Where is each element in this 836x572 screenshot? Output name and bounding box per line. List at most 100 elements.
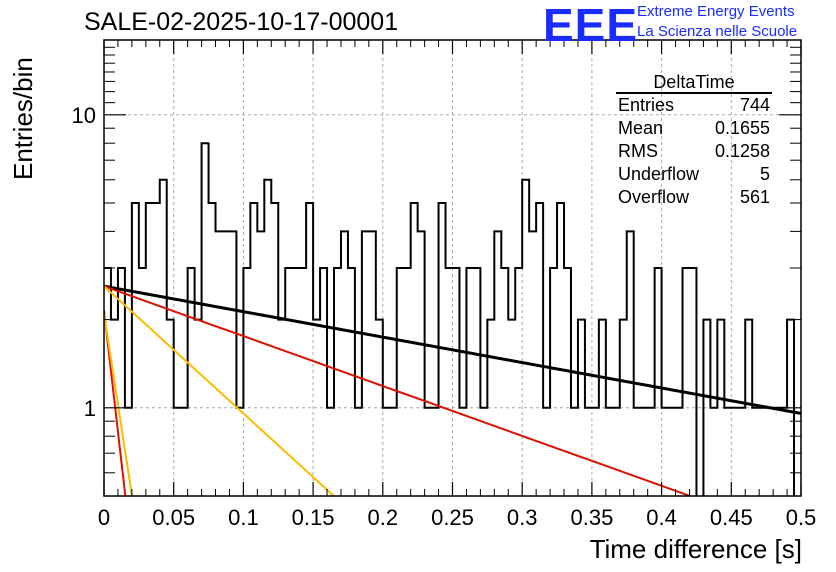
x-tick-label: 0.4 [646, 505, 677, 530]
histogram-outline [104, 142, 796, 496]
histogram-bin [571, 408, 578, 496]
histogram-bin [174, 408, 181, 496]
histogram-bin [710, 408, 717, 496]
histogram-bin [669, 408, 676, 496]
x-tick-label: 0.05 [152, 505, 195, 530]
axis-ticks [103, 40, 802, 497]
histogram-bin [592, 408, 599, 496]
histogram-bin [662, 408, 669, 496]
histogram-bin [104, 268, 111, 496]
histogram-bin [236, 408, 243, 496]
x-axis-label: Time difference [s] [589, 534, 802, 564]
histogram-bin [397, 268, 404, 496]
histogram-bin [257, 231, 264, 496]
y-tick-label: 1 [84, 396, 96, 421]
histogram-bin [613, 408, 620, 496]
fit-curves [104, 284, 801, 496]
fit-black [104, 284, 801, 415]
histogram-bin [676, 408, 683, 496]
fit-red [104, 285, 694, 496]
histogram-bin [724, 408, 731, 496]
histogram-bin [411, 203, 418, 496]
histogram-bin [446, 268, 453, 496]
histogram-bin [383, 408, 390, 496]
fit-orange [104, 285, 336, 496]
x-tick-label: 0.35 [570, 505, 613, 530]
stats-row-mean: Mean 0.1655 [618, 118, 770, 138]
histogram-bin [285, 268, 292, 496]
histogram-bin [501, 268, 508, 496]
histogram-bin [564, 268, 571, 496]
x-tick-label: 0.25 [431, 505, 474, 530]
histogram-bin [202, 143, 209, 496]
histogram-bin [320, 268, 327, 496]
histogram-bin [216, 231, 223, 496]
histogram-bin [390, 408, 397, 496]
histogram-bin [250, 203, 257, 496]
histogram-bin [780, 408, 787, 496]
histogram-bin [327, 408, 334, 496]
fit-orange-steep [104, 313, 134, 496]
histogram-bin [432, 408, 439, 496]
histogram-bin [683, 268, 690, 496]
histogram-bin [334, 268, 341, 496]
histogram-bin [222, 231, 229, 496]
histogram-bin [634, 408, 641, 496]
histogram-bin [550, 268, 557, 496]
histogram [104, 142, 796, 496]
x-tick-label: 0.2 [368, 505, 399, 530]
histogram-bin [453, 268, 460, 496]
chart-title: SALE-02-2025-10-17-00001 [84, 8, 399, 36]
histogram-bin [299, 268, 306, 496]
histogram-bin [655, 268, 662, 496]
x-tick-label: 0 [98, 505, 110, 530]
histogram-bin [731, 408, 738, 496]
logo-line-1: Extreme Energy Events [637, 3, 795, 20]
histogram-bin [348, 268, 355, 496]
logo-line-2: La Scienza nelle Scuole [637, 23, 798, 40]
stats-row-overflow: Overflow 561 [618, 187, 770, 207]
stats-title: DeltaTime [616, 72, 772, 94]
histogram-bin [752, 408, 759, 496]
histogram-bin [139, 268, 146, 496]
x-tick-label: 0.45 [710, 505, 753, 530]
histogram-bin [459, 408, 466, 496]
histogram-bin [243, 268, 250, 496]
histogram-bin [585, 408, 592, 496]
y-axis-label: Entries/bin [8, 57, 38, 180]
histogram-bin [153, 203, 160, 496]
histogram-bin [132, 203, 139, 496]
histogram-bin [766, 408, 773, 496]
histogram-bin [473, 268, 480, 496]
histogram-bin [627, 231, 634, 496]
x-tick-label: 0.5 [786, 505, 817, 530]
histogram-bin [355, 408, 362, 496]
histogram-bin [341, 231, 348, 496]
axis-tick-labels: 0 0.05 0.1 0.15 0.2 0.25 0.3 0.35 0.4 0.45 0.5 1 10 [72, 103, 817, 530]
histogram-bin [641, 408, 648, 496]
histogram-bin [209, 203, 216, 496]
histogram-bin [146, 203, 153, 496]
histogram-bin [494, 231, 501, 496]
histogram-bin [606, 408, 613, 496]
grid [104, 40, 801, 496]
stats-row-entries: Entries 744 [618, 95, 770, 115]
histogram-bin [425, 408, 432, 496]
histogram-bin [536, 203, 543, 496]
histogram-bin [466, 268, 473, 496]
histogram-bin [689, 268, 696, 496]
histogram-bin [369, 231, 376, 496]
histogram-bin [738, 408, 745, 496]
histogram-bin [557, 203, 564, 496]
histogram-bin [418, 231, 425, 496]
histogram-bin [515, 268, 522, 496]
x-tick-label: 0.15 [292, 505, 335, 530]
histogram-bin [306, 203, 313, 496]
stats-row-underflow: Underflow 5 [618, 164, 770, 184]
eee-logo: EEE [543, 0, 639, 51]
histogram-bin [229, 231, 236, 496]
histogram-bin [543, 408, 550, 496]
y-tick-label: 10 [72, 103, 96, 128]
histogram-bin [522, 180, 529, 496]
